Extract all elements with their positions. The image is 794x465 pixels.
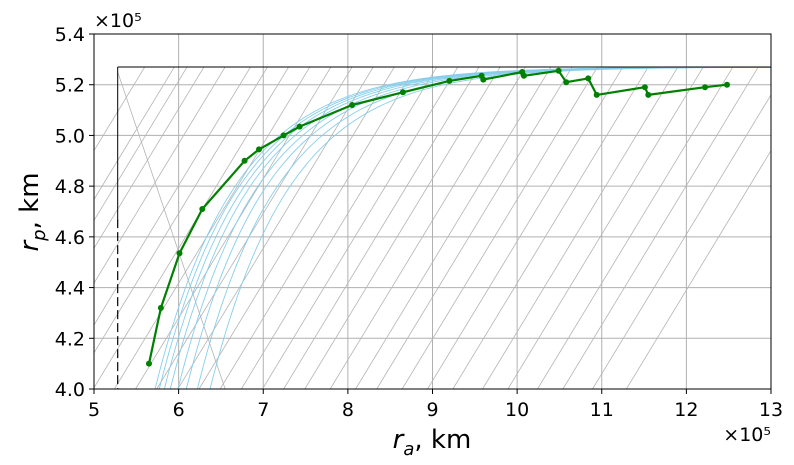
trajectory-point — [349, 102, 356, 108]
trajectory-point — [593, 91, 600, 98]
trajectory-point — [399, 89, 406, 96]
tick-labels: 5 6 7 8 9 10 11 12 13 4.0 4.2 4.4 4.6 4.8 5.0 5.2 5.4 — [55, 24, 783, 421]
gray-contour-line — [482, 66, 679, 389]
x-tick-label: 6 — [173, 399, 185, 421]
gray-contour-line — [240, 66, 438, 389]
trajectory-series — [146, 67, 730, 367]
x-tick-label: 8 — [342, 399, 354, 421]
gray-contour-line — [94, 66, 175, 201]
gray-contour-line — [355, 66, 552, 389]
y-tick-label: 5.2 — [55, 75, 85, 97]
gray-contour-line — [114, 66, 311, 389]
blue-contour-line — [196, 66, 771, 389]
gray-contour-line — [177, 66, 374, 389]
gray-contour-line — [262, 66, 459, 389]
gray-contour-line — [401, 66, 598, 389]
trajectory-point — [241, 157, 248, 164]
y-tick-label: 5.0 — [55, 125, 85, 147]
trajectory-point — [585, 75, 592, 82]
gray-contour-line — [562, 66, 759, 389]
gray-contour-line — [117, 71, 226, 389]
trajectory-point — [256, 146, 262, 153]
gray-contour-line — [592, 94, 771, 389]
gray-contour-line — [329, 66, 526, 389]
gray-contour-line — [94, 66, 146, 152]
y-tick-label: 4.6 — [55, 227, 85, 249]
gray-contour-line — [626, 149, 771, 389]
trajectory-point — [563, 79, 570, 86]
x-tick-label: 9 — [426, 399, 438, 421]
blue-contour-line — [177, 66, 771, 389]
gray-contour-line — [94, 66, 268, 354]
gray-contour-line — [94, 66, 188, 222]
gray-contour-line — [156, 66, 353, 389]
gray-contour-line — [198, 66, 395, 389]
gray-contour-line — [94, 66, 205, 250]
x-tick-label: 11 — [590, 399, 614, 421]
y-multiplier-label: ×10⁵ — [94, 10, 142, 32]
blue-contour-line — [163, 66, 771, 389]
trajectory-point — [520, 72, 527, 79]
trajectory-point — [176, 250, 183, 257]
gray-contour-line — [283, 66, 480, 389]
x-tick-label: 12 — [674, 399, 698, 421]
y-tick-label: 5.4 — [55, 24, 85, 46]
x-tick-label: 13 — [759, 399, 783, 421]
blue-contour-line — [185, 66, 771, 389]
trajectory-point — [157, 304, 164, 311]
y-tick-label: 4.4 — [55, 278, 85, 300]
trajectory-point — [641, 84, 648, 91]
blue-contour-line — [209, 66, 771, 389]
feasible-boundary — [117, 66, 771, 389]
y-tick-label: 4.0 — [55, 379, 85, 401]
gray-contour-line — [537, 66, 734, 389]
x-axis-title: ra, km — [393, 425, 472, 460]
gray-contour-line — [94, 66, 226, 284]
trajectory-point — [296, 123, 303, 130]
blue-contour-line — [169, 66, 771, 389]
x-tick-label: 5 — [88, 399, 100, 421]
trajectory-point — [146, 360, 152, 367]
x-multiplier-label: ×10⁵ — [723, 424, 771, 446]
trajectory-point — [280, 132, 287, 139]
gray-contour-line — [452, 66, 649, 389]
trajectory-point — [446, 77, 453, 84]
gray-contour-line — [507, 66, 704, 389]
trajectory-point — [480, 76, 487, 83]
trajectory-point — [645, 91, 652, 98]
gray-contour-line — [219, 66, 416, 389]
x-tick-label: 10 — [505, 399, 529, 421]
contour-lines — [94, 66, 771, 389]
x-tick-label: 7 — [257, 399, 269, 421]
gray-contour-line — [94, 66, 289, 389]
trajectory-point — [555, 67, 562, 74]
gray-contour-line — [427, 66, 624, 389]
y-tick-label: 4.8 — [55, 176, 85, 198]
gray-contour-line — [304, 66, 501, 389]
trajectory-point — [702, 84, 708, 91]
y-tick-label: 4.2 — [55, 328, 85, 350]
trajectory-point — [724, 81, 730, 88]
y-axis-title: rp, km — [15, 172, 50, 251]
gray-contour-line — [94, 66, 251, 326]
gray-contour-line — [376, 66, 573, 389]
trajectory-line — [147, 69, 728, 364]
trajectory-point — [199, 206, 206, 212]
gray-contour-line — [135, 66, 332, 389]
